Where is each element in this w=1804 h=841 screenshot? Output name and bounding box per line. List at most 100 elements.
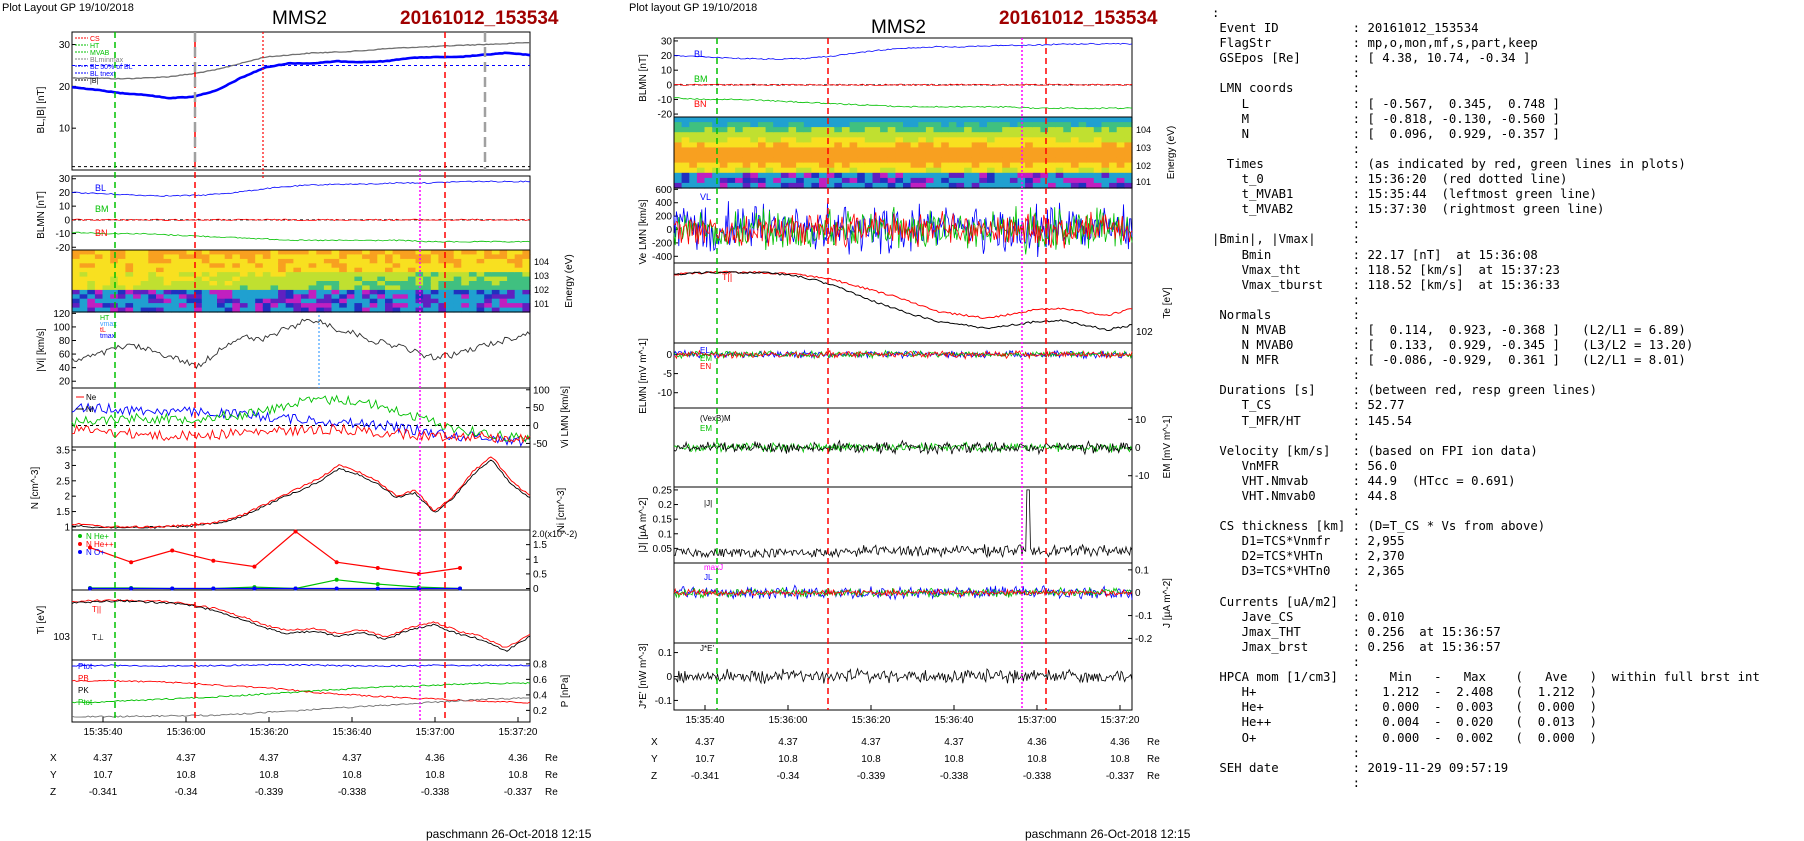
- panel-frame: [673, 116, 1133, 189]
- spectrogram-cell: [400, 298, 409, 304]
- left1-ytick: 30: [59, 40, 71, 51]
- spectrogram-cell: [438, 294, 447, 300]
- spectrogram-cell: [217, 258, 226, 264]
- spectrogram-cell: [171, 267, 180, 273]
- spectrogram-cell: [262, 254, 271, 260]
- spectrogram-cell: [285, 294, 294, 300]
- spectrogram-cell: [895, 142, 904, 149]
- spectrogram-cell: [1055, 172, 1064, 179]
- spectrogram-cell: [285, 272, 294, 278]
- spectrogram-cell: [948, 132, 957, 138]
- spectrogram-cell: [79, 289, 88, 295]
- spectrogram-cell: [849, 167, 858, 174]
- spectrogram-cell: [689, 182, 698, 189]
- spectrogram-cell: [255, 289, 264, 295]
- spectrogram-cell: [1101, 117, 1110, 123]
- spectrogram-cell: [247, 276, 256, 282]
- spectrogram-cell: [339, 267, 348, 273]
- spectrogram-cell: [239, 254, 249, 260]
- spectrogram-cell: [224, 307, 233, 313]
- left4-ytick: 20: [59, 377, 71, 388]
- param-line: D3=TCS*VHTn0 : 2,365: [1212, 564, 1405, 579]
- right7-ytick: 0.1: [658, 529, 672, 540]
- spectrogram-cell: [1093, 132, 1102, 138]
- spectrogram-cell: [255, 294, 264, 300]
- spectrogram-cell: [301, 294, 310, 300]
- position-row-label: X: [50, 753, 57, 764]
- spectrogram-cell: [285, 298, 294, 304]
- spectrogram-cell: [803, 127, 812, 133]
- spectrogram-cell: [925, 117, 935, 123]
- spectrogram-cell: [209, 258, 218, 264]
- spectrogram-cell: [864, 157, 873, 164]
- spectrogram-cell: [270, 267, 279, 273]
- spectrogram-cell: [110, 276, 119, 282]
- spectrogram-cell: [323, 285, 333, 291]
- spectrogram-cell: [255, 263, 264, 269]
- spectrogram-cell: [186, 285, 195, 291]
- spectrogram-cell: [499, 276, 508, 282]
- spectrogram-cell: [224, 303, 233, 309]
- spectrogram-cell: [507, 250, 516, 255]
- spectrogram-cell: [285, 289, 294, 295]
- spectrogram-cell: [285, 307, 294, 313]
- spectrogram-cell: [1070, 147, 1080, 154]
- spectrogram-cell: [79, 250, 88, 255]
- spectrogram-cell: [385, 303, 394, 309]
- spectrogram-cell: [209, 272, 218, 278]
- spectrogram-cell: [461, 298, 470, 304]
- spectrogram-cell: [461, 267, 470, 273]
- spectrogram-cell: [1070, 182, 1080, 189]
- spectrogram-cell: [331, 289, 340, 295]
- spectrogram-cell: [293, 272, 302, 278]
- spectrogram-cell: [765, 162, 774, 169]
- spectrogram-cell: [727, 152, 736, 159]
- param-line: :: [1212, 775, 1361, 790]
- spectrogram-cell: [1124, 177, 1133, 184]
- spectrogram-cell: [438, 289, 447, 295]
- spectrogram-cell: [841, 157, 851, 164]
- spectrogram-cell: [971, 152, 980, 159]
- spectrogram-cell: [864, 162, 873, 169]
- spectrogram-cell: [262, 258, 271, 264]
- spectrogram-cell: [941, 122, 950, 128]
- spectrogram-cell: [987, 132, 996, 138]
- right6-ytick: 0: [1135, 443, 1141, 454]
- spectrogram-cell: [1017, 137, 1026, 143]
- spectrogram-cell: [232, 281, 241, 286]
- spectrogram-cell: [117, 258, 126, 264]
- spectrogram-cell: [1040, 147, 1049, 154]
- spectrogram-cell: [293, 250, 302, 255]
- spectrogram-cell: [1009, 172, 1019, 179]
- spectrogram-cell: [125, 298, 134, 304]
- spectrogram-cell: [1101, 142, 1110, 149]
- spectrogram-cell: [270, 250, 279, 255]
- spectrogram-cell: [507, 263, 516, 269]
- spectrogram-cell: [1025, 117, 1034, 123]
- spectrogram-cell: [941, 157, 950, 164]
- spectrogram-cell: [1048, 122, 1057, 128]
- spectrogram-cell: [186, 298, 195, 304]
- spectrogram-cell: [377, 294, 386, 300]
- spectrogram-cell: [468, 263, 478, 269]
- spectrogram-cell: [156, 303, 165, 309]
- spectrogram-cell: [255, 267, 264, 273]
- spectrogram-cell: [841, 122, 851, 128]
- spectrogram-cell: [171, 281, 180, 286]
- spectrogram-cell: [864, 127, 873, 133]
- position-value: 4.36: [1027, 737, 1047, 748]
- spectrogram-cell: [514, 303, 523, 309]
- spectrogram-cell: [681, 147, 690, 154]
- spectrogram-cell: [696, 122, 706, 128]
- spectrogram-cell: [826, 117, 835, 123]
- spectrogram-cell: [385, 285, 394, 291]
- spectrogram-cell: [987, 137, 996, 143]
- spectrogram-cell: [499, 281, 508, 286]
- spectrogram-cell: [696, 167, 706, 174]
- spectrogram-cell: [140, 272, 149, 278]
- spectrogram-cell: [1070, 117, 1080, 123]
- spectrogram-cell: [956, 142, 965, 149]
- spectrogram-cell: [918, 142, 927, 149]
- left6-ylabel: N [cm^-3]: [30, 467, 41, 510]
- right-spacecraft-title: MMS2: [871, 17, 926, 38]
